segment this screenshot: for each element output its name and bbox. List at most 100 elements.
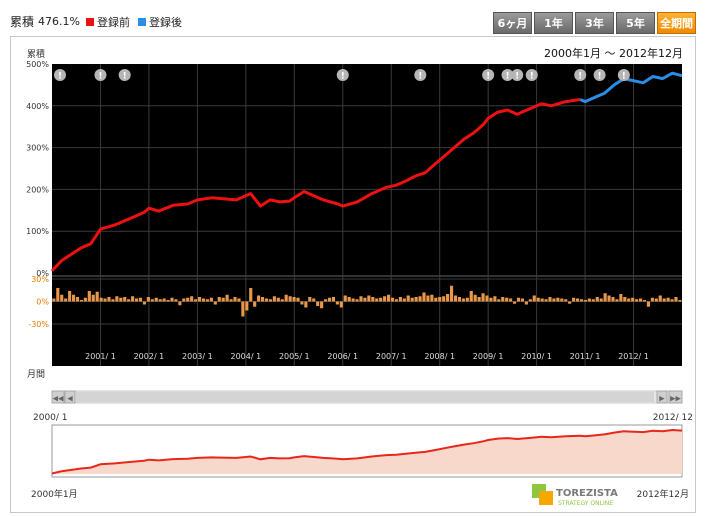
- navigator-bottom-right: 2012年12月: [636, 490, 689, 500]
- monthly-bar: [347, 297, 351, 302]
- monthly-bar: [363, 297, 367, 302]
- monthly-bar: [631, 297, 635, 302]
- alert-icon[interactable]: !: [118, 69, 131, 82]
- monthly-bar: [386, 294, 391, 302]
- alert-icon-circle: [336, 69, 349, 81]
- monthly-bar: [186, 297, 190, 302]
- tab-3-years[interactable]: 3年: [575, 12, 614, 34]
- monthly-bar: [68, 291, 72, 302]
- monthly-bar: [119, 297, 123, 302]
- navigator-bottom-left: 2000年1月: [31, 490, 78, 500]
- monthly-bar: [292, 297, 296, 302]
- monthly-bar: [469, 291, 473, 302]
- cumulative-axis-title: 累積: [27, 50, 46, 60]
- x-tick-label: 2008/ 1: [424, 352, 455, 361]
- tab-5-years[interactable]: 5年: [616, 12, 655, 34]
- monthly-bar: [201, 298, 206, 302]
- alert-icon-glyph: !: [341, 72, 345, 82]
- alert-icon[interactable]: !: [94, 69, 107, 82]
- monthly-bar: [394, 299, 398, 302]
- alert-icon-circle: [482, 69, 495, 81]
- alert-icon[interactable]: !: [54, 69, 66, 82]
- monthly-bar: [564, 299, 568, 302]
- monthly-bar: [449, 285, 454, 302]
- monthly-bar: [473, 294, 477, 302]
- monthly-bar: [548, 297, 552, 302]
- monthly-bar: [426, 295, 430, 302]
- monthly-bar: [99, 297, 103, 302]
- scroll-prev-button[interactable]: [64, 390, 76, 404]
- monthly-bar: [304, 301, 308, 308]
- monthly-bar: [402, 298, 406, 302]
- monthly-bar: [556, 297, 560, 302]
- alert-icon[interactable]: !: [511, 69, 524, 82]
- monthly-bar: [418, 296, 422, 302]
- monthly-bar: [174, 299, 178, 302]
- alert-icon-glyph: !: [123, 72, 127, 82]
- alert-icon-glyph: !: [58, 72, 62, 82]
- series-line: [579, 71, 683, 104]
- monthly-bar: [528, 299, 532, 302]
- plot-background: [52, 64, 682, 366]
- alert-icon[interactable]: !: [482, 69, 495, 82]
- monthly-bar: [87, 291, 91, 302]
- monthly-bar: [536, 297, 540, 302]
- monthly-bar: [300, 301, 304, 305]
- monthly-bar: [83, 297, 87, 302]
- monthly-bar: [623, 297, 627, 302]
- monthly-bar: [666, 297, 670, 302]
- alert-icon-circle: [54, 69, 66, 81]
- monthly-bar: [638, 298, 643, 302]
- right-arrow-icon: ▶: [659, 395, 665, 403]
- monthly-bar: [257, 295, 261, 302]
- scroll-last-button[interactable]: [668, 390, 683, 404]
- legend-swatch-before: [85, 17, 94, 26]
- alert-icon[interactable]: !: [501, 69, 514, 82]
- monthly-bar: [127, 299, 131, 302]
- monthly-bar: [260, 297, 265, 302]
- monthly-bar: [453, 295, 458, 302]
- cumulative-summary: 累積 476.1% 登録前 登録後: [10, 13, 190, 30]
- x-tick-label: 2010/ 1: [521, 352, 552, 361]
- monthly-axis-title: 月間: [27, 370, 46, 380]
- monthly-bar: [379, 297, 383, 302]
- scroll-first-button[interactable]: [51, 390, 65, 404]
- monthly-bar: [142, 301, 146, 305]
- monthly-bar: [213, 301, 217, 305]
- monthly-bar: [296, 297, 300, 302]
- monthly-bar: [190, 296, 194, 302]
- left-arrow-icon: ◀: [67, 395, 73, 403]
- monthly-bar: [611, 297, 615, 302]
- monthly-bar: [457, 297, 461, 302]
- cumulative-lines: [50, 71, 683, 272]
- monthly-bar: [217, 297, 221, 302]
- monthly-bar: [162, 298, 166, 302]
- tab-6-months[interactable]: 6ヶ月: [493, 12, 532, 34]
- alert-icon[interactable]: !: [414, 69, 427, 82]
- alert-icon[interactable]: !: [593, 69, 606, 82]
- monthly-bar: [107, 297, 111, 302]
- alert-icon[interactable]: !: [525, 69, 538, 82]
- x-tick-label: 2005/ 1: [279, 352, 310, 361]
- monthly-bar: [650, 297, 654, 302]
- alert-icon[interactable]: !: [336, 69, 349, 82]
- monthly-bar: [154, 297, 158, 302]
- chart-panel: 2000年1月 〜 2012年12月 累積 月間 2000/ 1 2012/ 1…: [10, 36, 696, 513]
- cum-tick-label: 200%: [26, 185, 49, 194]
- monthly-bar: [654, 298, 658, 302]
- brand-logo: TOREZISTA STRATEGY ONLINE: [532, 484, 618, 507]
- scroll-next-button[interactable]: [656, 390, 668, 404]
- alert-icon[interactable]: !: [617, 69, 630, 82]
- monthly-bar: [375, 298, 379, 302]
- scrollbar-thumb[interactable]: [76, 392, 654, 402]
- monthly-tick-label: 0%: [36, 298, 49, 307]
- monthly-bar: [320, 301, 324, 309]
- double-right-arrow-icon: ▶▶: [670, 395, 681, 403]
- monthly-bar: [221, 297, 225, 302]
- alert-icon[interactable]: !: [574, 69, 587, 82]
- tick-label-layer: 500%400%300%200%100%0%30%0%-30%2001/ 1 20…: [26, 60, 649, 361]
- monthly-bar: [619, 294, 623, 302]
- monthly-bar: [170, 297, 174, 302]
- tab-1-year[interactable]: 1年: [534, 12, 573, 34]
- tab-all-period[interactable]: 全期間: [657, 12, 696, 34]
